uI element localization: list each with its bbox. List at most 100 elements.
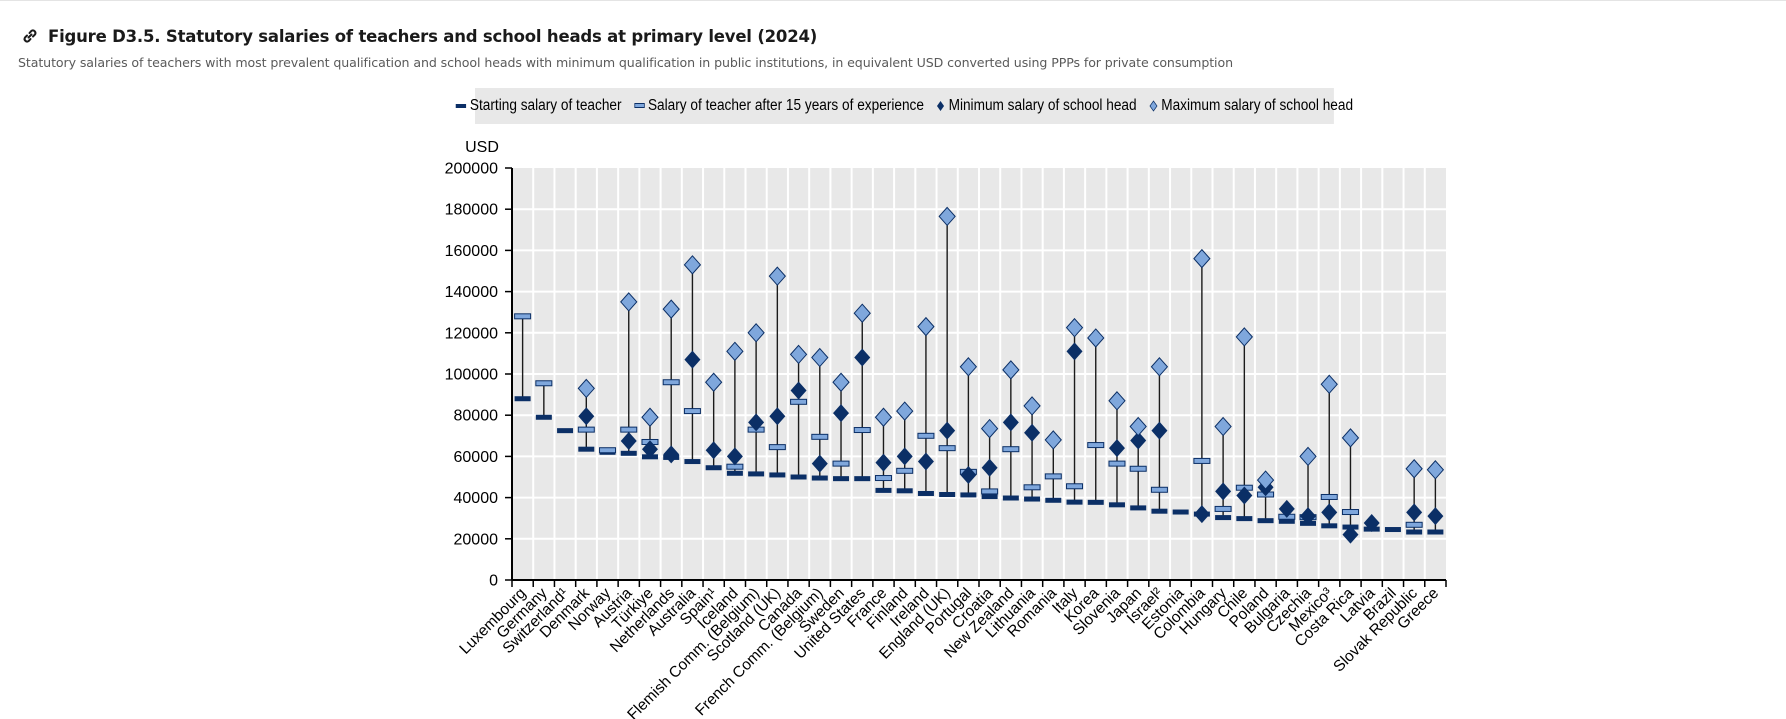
- salary-15-years-marker: [874, 475, 892, 482]
- y-tick-label: 120000: [445, 325, 498, 342]
- min-head-salary-marker: [875, 453, 892, 472]
- starting-salary-marker: [790, 474, 807, 480]
- max-head-salary-marker: [959, 357, 978, 377]
- min-head-salary-marker: [1406, 503, 1423, 522]
- link-icon[interactable]: [20, 26, 40, 46]
- starting-salary-marker: [896, 488, 913, 494]
- starting-salary-marker: [917, 490, 934, 496]
- legend-label: Maximum salary of school head: [1161, 97, 1354, 114]
- max-head-salary-marker: [1235, 327, 1254, 347]
- y-tick-label: 40000: [454, 490, 499, 507]
- max-head-salary-marker: [1087, 328, 1105, 348]
- max-head-salary-marker: [1002, 360, 1020, 380]
- min-head-salary-marker: [811, 454, 828, 473]
- max-head-salary-marker: [641, 407, 659, 428]
- salary-15-years-marker: [577, 426, 595, 433]
- salary-15-years-marker: [1150, 486, 1168, 493]
- salary-15-years-marker: [1066, 483, 1084, 490]
- starting-salary-marker: [1024, 496, 1041, 502]
- starting-salary-marker: [557, 428, 574, 434]
- starting-salary-marker: [1087, 499, 1104, 505]
- legend-marker-dark-diamond: [937, 101, 945, 111]
- max-head-salary-marker: [980, 418, 999, 439]
- starting-salary-marker: [514, 396, 531, 402]
- min-head-salary-marker: [1363, 513, 1380, 532]
- top-divider: [0, 0, 1786, 1]
- legend-label: Starting salary of teacher: [469, 97, 622, 114]
- starting-salary-marker: [875, 487, 892, 493]
- y-tick-label: 100000: [445, 367, 498, 384]
- min-head-salary-marker: [663, 445, 680, 464]
- max-head-salary-marker: [1023, 396, 1041, 416]
- salary-15-years-marker: [853, 427, 871, 434]
- salary-15-years-marker: [1087, 442, 1105, 449]
- salary-15-years-marker: [599, 447, 617, 454]
- min-head-salary-marker: [705, 441, 722, 460]
- min-head-salary-marker: [896, 447, 913, 466]
- salary-15-years-marker: [1341, 509, 1359, 516]
- max-head-salary-marker: [1426, 460, 1445, 480]
- min-head-salary-marker: [1215, 482, 1232, 501]
- starting-salary-marker: [1215, 515, 1232, 521]
- grid-lines: [512, 168, 1446, 580]
- legend-label: Salary of teacher after 15 years of expe…: [647, 97, 924, 114]
- max-head-salary-marker: [1405, 459, 1423, 479]
- min-head-salary-marker: [641, 440, 658, 459]
- starting-salary-marker: [726, 470, 743, 476]
- data-markers: [514, 206, 1445, 544]
- max-head-salary-marker: [811, 347, 829, 368]
- max-head-salary-marker: [768, 266, 787, 286]
- min-head-salary-marker: [726, 447, 743, 466]
- chart-legend: Starting salary of teacher Salary of tea…: [455, 88, 1353, 124]
- salary-15-years-marker: [896, 467, 914, 474]
- salary-15-years-marker: [790, 398, 808, 405]
- legend-marker-light-diamond: [1149, 100, 1158, 112]
- starting-salary-marker: [748, 471, 765, 477]
- salary-15-years-marker: [683, 408, 701, 415]
- max-head-salary-marker: [1044, 430, 1062, 450]
- legend-marker-dark-bar: [455, 104, 467, 108]
- min-head-salary-marker: [1278, 499, 1295, 518]
- y-tick-label: 80000: [454, 408, 499, 425]
- min-head-salary-marker: [939, 421, 956, 440]
- salary-15-years-marker: [1023, 484, 1041, 491]
- max-head-salary-marker: [832, 372, 850, 392]
- starting-salary-marker: [1236, 516, 1253, 522]
- max-head-salary-marker: [789, 344, 808, 365]
- max-head-salary-marker: [704, 372, 723, 392]
- min-head-salary-marker: [748, 413, 765, 432]
- max-head-salary-marker: [1341, 428, 1360, 448]
- salary-15-years-marker: [535, 380, 553, 387]
- salary-15-years-marker: [938, 445, 956, 452]
- min-head-salary-marker: [981, 458, 998, 477]
- min-head-salary-marker: [1300, 507, 1317, 526]
- y-tick-label: 200000: [445, 161, 498, 178]
- starting-salary-marker: [1427, 529, 1444, 535]
- legend-item-max-head: Maximum salary of school head: [1149, 97, 1353, 115]
- max-head-salary-marker: [938, 206, 956, 227]
- starting-salary-marker: [811, 475, 828, 481]
- starting-salary-marker: [1002, 495, 1019, 501]
- min-head-salary-marker: [1130, 431, 1147, 450]
- starting-salary-marker: [1384, 527, 1401, 533]
- figure-header: Figure D3.5. Statutory salaries of teach…: [20, 26, 817, 46]
- max-head-salary-marker: [662, 299, 680, 319]
- max-head-salary-marker: [683, 255, 702, 275]
- starting-salary-marker: [620, 450, 637, 456]
- starting-salary-marker: [1151, 508, 1168, 514]
- salary-15-years-marker: [514, 313, 532, 320]
- min-head-salary-marker: [1024, 423, 1041, 442]
- min-head-salary-marker: [620, 431, 637, 450]
- salary-15-years-marker: [1108, 460, 1126, 467]
- max-head-salary-marker: [1129, 416, 1147, 437]
- min-head-salary-marker: [684, 350, 701, 369]
- starting-salary-marker: [833, 476, 850, 482]
- max-head-salary-marker: [726, 341, 744, 362]
- max-head-salary-marker: [917, 316, 935, 337]
- min-head-salary-marker: [790, 381, 807, 400]
- max-head-salary-marker: [1299, 446, 1317, 467]
- salary-15-years-marker: [662, 379, 680, 386]
- min-head-salary-marker: [578, 407, 595, 426]
- min-head-salary-marker: [769, 407, 786, 426]
